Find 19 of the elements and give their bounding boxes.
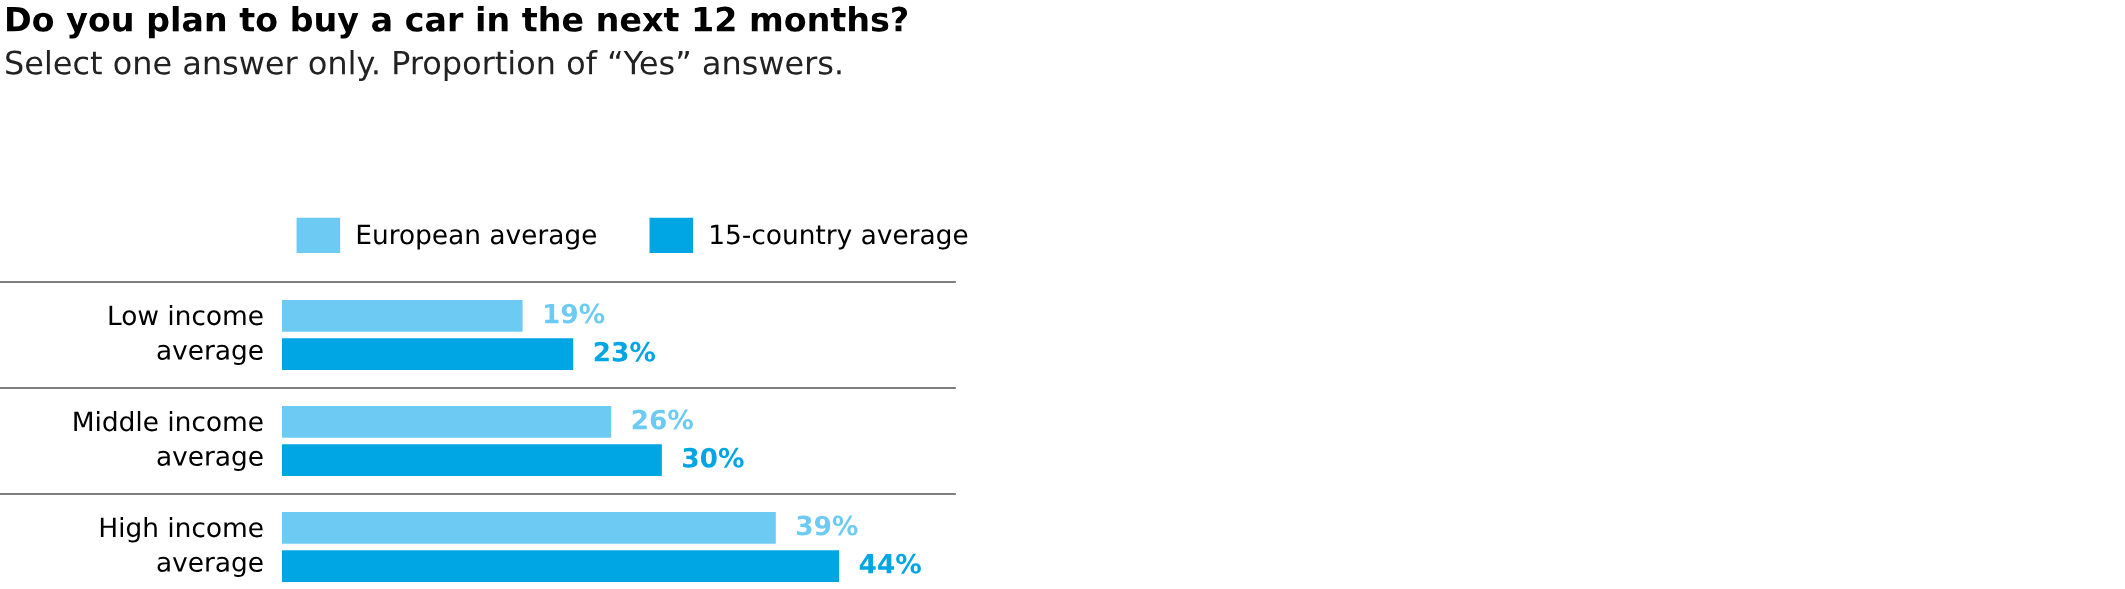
y-tick-label: Low income average <box>109 304 263 366</box>
bar <box>282 406 612 438</box>
bar <box>282 512 776 544</box>
data-label: 44% <box>859 553 921 574</box>
data-label: 39% <box>797 515 858 536</box>
bar <box>282 444 662 476</box>
chart-title: Do you plan to buy a car in the next 12 months? <box>7 6 908 39</box>
y-tick-label: Middle income average <box>74 410 263 472</box>
data-label: 23% <box>594 341 655 362</box>
data-label: 30% <box>683 447 744 468</box>
bar <box>282 300 523 332</box>
y-tick-label: High income average <box>100 516 263 578</box>
data-label: 19% <box>545 303 605 324</box>
chart-subtitle: Select one answer only. Proportion of “Yes” answers. <box>6 50 841 81</box>
legend-label: 15-country average <box>711 224 968 250</box>
legend-label: European average <box>357 224 596 250</box>
bar <box>282 338 574 370</box>
data-label: 26% <box>632 409 693 430</box>
bar <box>282 550 840 582</box>
